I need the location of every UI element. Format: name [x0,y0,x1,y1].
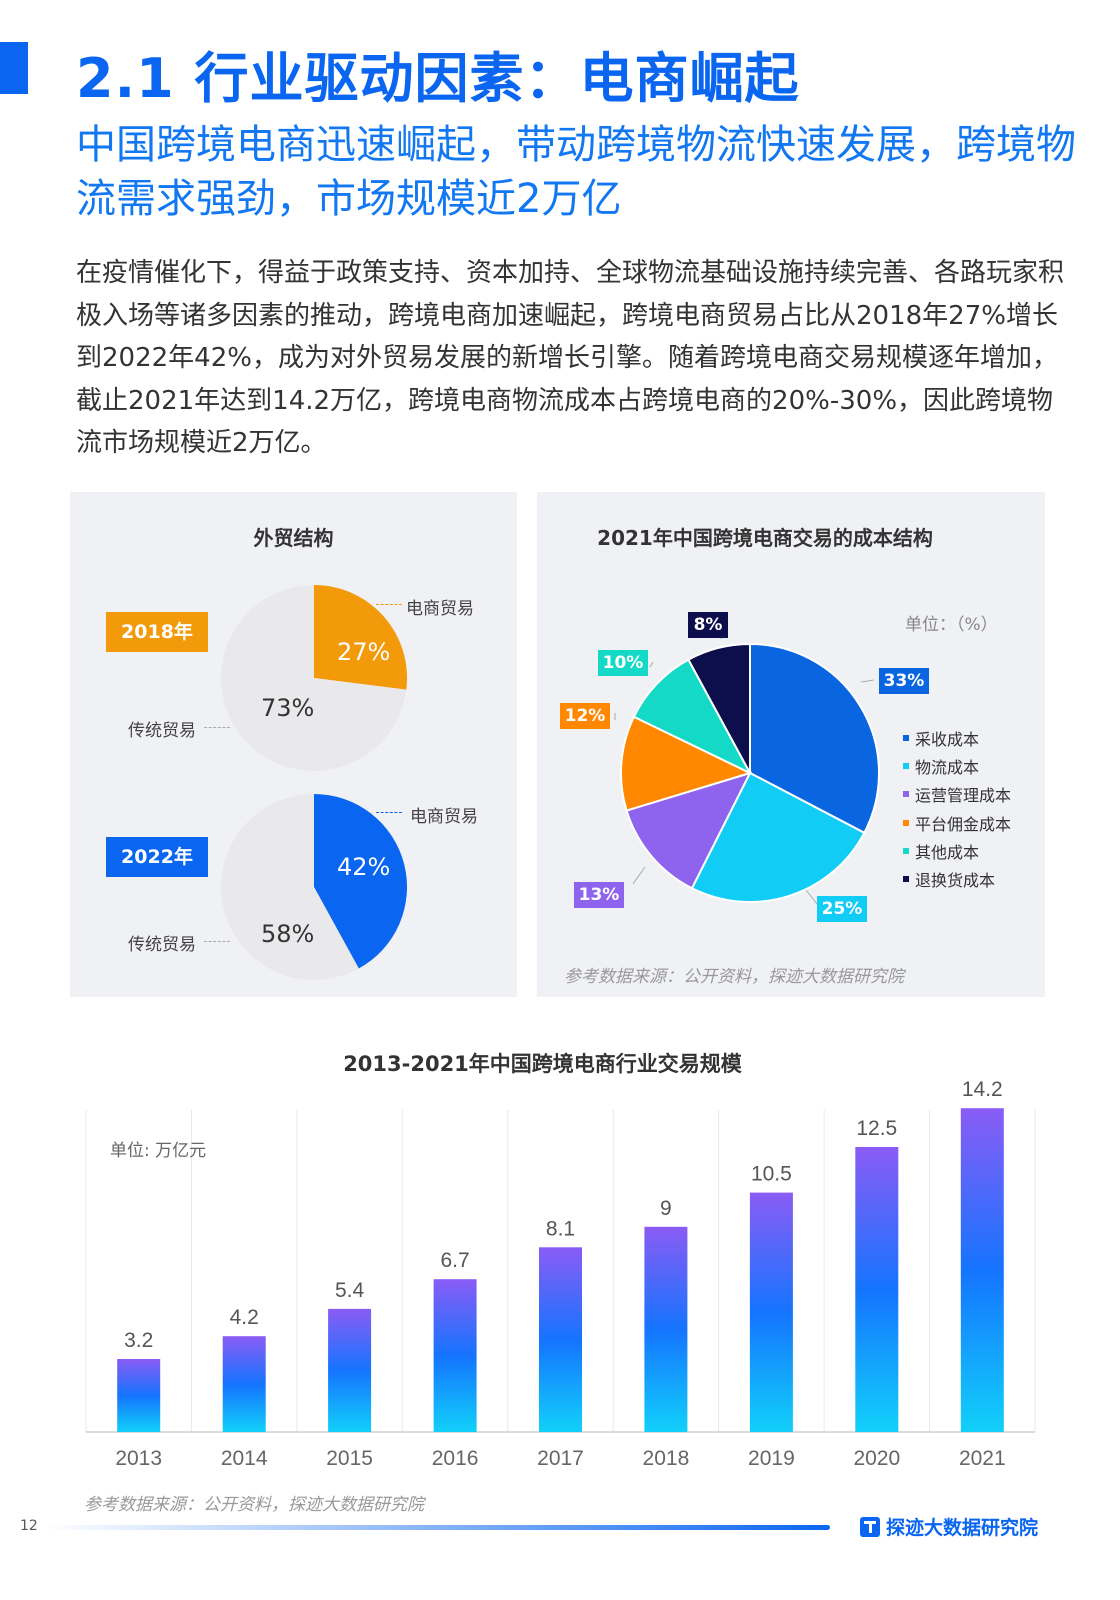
traditional-label-2022: 传统贸易 [128,935,196,955]
legend-swatch [903,819,909,826]
cost-source-note: 参考数据来源：公开资料，探迹大数据研究院 [564,967,904,987]
pie-slice [221,794,359,980]
x-tick-label: 2015 [326,1447,373,1470]
legend-label: 物流成本 [915,758,980,778]
cost-label-procurement: 33% [879,668,929,694]
bar [328,1308,372,1432]
trade-structure-title: 外贸结构 [253,526,334,550]
bar-value-label: 10.5 [751,1163,792,1186]
pie-slice [314,794,408,969]
page-number: 12 [20,1518,38,1534]
leader-line [204,941,230,942]
pct-traditional-2022: 58% [261,920,315,948]
bar-value-label: 3.2 [124,1329,153,1352]
bar [960,1108,1004,1432]
leader-line [632,866,646,885]
leader-line [805,889,818,905]
x-tick-label: 2018 [643,1447,690,1470]
bar [117,1359,161,1432]
bar [222,1336,266,1432]
ecommerce-label-2022: 电商贸易 [410,807,478,827]
bar-source-note: 参考数据来源：公开资料，探迹大数据研究院 [84,1495,424,1515]
pie-2022 [221,794,408,980]
cost-label-other: 10% [598,650,648,676]
bar-value-label: 8.1 [546,1217,575,1240]
legend-swatch [903,791,909,798]
bar [433,1279,477,1432]
cost-unit-label: 单位：（%） [905,615,998,635]
year-badge-2022: 2022年 [106,837,208,877]
bar-value-label: 12.5 [856,1117,897,1140]
cost-label-logistics: 25% [817,896,867,922]
pie-slice [749,642,880,835]
pie-slice [687,642,751,774]
x-tick-label: 2013 [115,1447,162,1470]
legend-item: 平台佣金成本 [903,809,1011,837]
bar-value-label: 4.2 [230,1306,259,1329]
x-tick-label: 2019 [748,1447,795,1470]
cost-label-operation: 13% [574,882,624,908]
pie-2018 [221,585,408,771]
x-tick-label: 2021 [959,1447,1006,1470]
leader-line [204,727,230,728]
bar [644,1226,688,1432]
leader-line [376,812,402,813]
pct-ecommerce-2018: 27% [337,638,391,666]
pct-traditional-2018: 73% [261,694,315,722]
bar-value-label: 6.7 [440,1249,469,1272]
cost-pie-chart [614,635,880,905]
x-tick-label: 2020 [853,1447,900,1470]
title-accent-bar [0,42,28,94]
cost-legend: 采收成本 物流成本 运营管理成本 平台佣金成本 其他成本 退换货成本 [903,724,1011,893]
leader-line [860,679,875,683]
legend-item: 物流成本 [903,752,1011,780]
legend-swatch [903,876,909,883]
legend-label: 平台佣金成本 [915,814,1012,834]
legend-label: 其他成本 [915,842,980,862]
legend-label: 采收成本 [915,730,980,750]
cost-label-return: 8% [688,612,728,638]
legend-item: 退换货成本 [903,865,1011,893]
page-title: 2.1 行业驱动因素：电商崛起 [76,47,800,110]
legend-item: 运营管理成本 [903,780,1011,808]
leader-line [649,661,654,668]
traditional-label-2018: 传统贸易 [128,721,196,741]
bar-value-label: 5.4 [335,1279,365,1302]
pie-slice [314,585,408,690]
brand-name: 探迹大数据研究院 [886,1517,1039,1539]
brand-logo-icon [860,1516,880,1537]
bar-value-label: 14.2 [962,1078,1003,1101]
pie-slice [620,715,753,812]
bar-chart-title: 2013-2021年中国跨境电商行业交易规模 [343,1052,742,1076]
pie-slice [632,658,753,776]
leader-line [376,604,402,605]
bar-unit-label: 单位: 万亿元 [110,1141,207,1161]
year-badge-2018: 2018年 [106,612,208,652]
x-tick-label: 2017 [537,1447,584,1470]
intro-paragraph: 在疫情催化下，得益于政策支持、资本加持、全球物流基础设施持续完善、各路玩家积极入… [76,258,1065,458]
x-tick-label: 2016 [432,1447,479,1470]
legend-swatch [903,763,909,770]
page-subtitle: 中国跨境电商迅速崛起，带动跨境物流快速发展，跨境物流需求强劲，市场规模近2万亿 [76,122,1076,222]
ecommerce-label-2018: 电商贸易 [406,599,474,619]
footer-divider [44,1525,830,1530]
pie-slice [221,585,407,771]
bar-value-label: 9 [660,1197,672,1220]
legend-item: 其他成本 [903,837,1011,865]
cost-structure-title: 2021年中国跨境电商交易的成本结构 [597,526,933,550]
brand-footer: 探迹大数据研究院 [860,1513,1038,1540]
legend-label: 退换货成本 [915,871,996,891]
legend-item: 采收成本 [903,724,1011,752]
legend-label: 运营管理成本 [915,786,1012,806]
cost-label-platform: 12% [560,703,610,729]
legend-swatch [903,735,909,742]
x-tick-label: 2014 [221,1447,268,1470]
pct-ecommerce-2022: 42% [337,853,391,881]
legend-swatch [903,847,909,854]
bar [539,1247,582,1432]
bar [749,1192,793,1432]
bar [855,1147,899,1432]
pie-slice [690,771,866,903]
